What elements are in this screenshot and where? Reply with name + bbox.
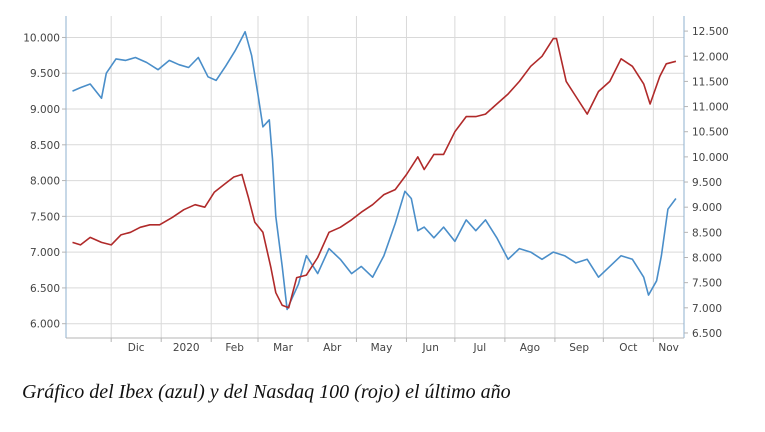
y-left-tick-label: 9.000 bbox=[30, 104, 60, 116]
y-left-tick-label: 9.500 bbox=[30, 68, 60, 80]
y-right-tick-label: 11.000 bbox=[692, 102, 729, 114]
y-right-tick-label: 10.500 bbox=[692, 127, 729, 139]
chart-caption: Gráfico del Ibex (azul) y del Nasdaq 100… bbox=[22, 381, 511, 403]
x-tick-label: Dic bbox=[128, 342, 145, 354]
y-left-tick-label: 8.500 bbox=[30, 140, 60, 152]
y-right-tick-label: 12.500 bbox=[692, 26, 729, 38]
y-left-tick-label: 7.500 bbox=[30, 211, 60, 223]
x-tick-label: Ago bbox=[520, 342, 540, 354]
y-right-tick-label: 7.000 bbox=[692, 303, 722, 315]
x-tick-label: Oct bbox=[619, 342, 637, 354]
y-right-tick-label: 10.000 bbox=[692, 152, 729, 164]
x-tick-label: Jul bbox=[473, 342, 487, 354]
y-left-tick-label: 6.500 bbox=[30, 283, 60, 295]
series-lines bbox=[72, 30, 677, 311]
x-tick-label: May bbox=[371, 342, 393, 354]
y-left-tick-label: 8.000 bbox=[30, 176, 60, 188]
y-right-tick-label: 9.000 bbox=[692, 202, 722, 214]
y-right-tick-label: 11.500 bbox=[692, 76, 729, 88]
x-tick-label: Feb bbox=[225, 342, 244, 354]
y-right-tick-label: 6.500 bbox=[692, 328, 722, 340]
y-right-tick-label: 9.500 bbox=[692, 177, 722, 189]
y-axis-left: 10.000 9.500 9.000 8.500 8.000 7.500 7.000 6.50… bbox=[23, 32, 66, 331]
x-tick-label: Jun bbox=[421, 342, 438, 354]
y-right-tick-label: 8.500 bbox=[692, 227, 722, 239]
x-tick-label: Mar bbox=[273, 342, 293, 354]
x-tick-label: 2020 bbox=[173, 342, 200, 354]
series-line-nasdaq-100 bbox=[72, 37, 677, 309]
chart: 10.000 9.500 9.000 8.500 8.000 7.500 7.000 6.50… bbox=[23, 16, 729, 354]
y-left-tick-label: 10.000 bbox=[23, 32, 60, 44]
y-left-tick-label: 7.000 bbox=[30, 247, 60, 259]
grid-lines bbox=[66, 16, 684, 338]
x-tick-label: Abr bbox=[323, 342, 342, 354]
y-left-tick-label: 6.000 bbox=[30, 319, 60, 331]
y-right-tick-label: 8.000 bbox=[692, 253, 722, 265]
plot-frame bbox=[65, 16, 685, 339]
series-line-ibex bbox=[72, 30, 677, 311]
y-right-tick-label: 7.500 bbox=[692, 278, 722, 290]
y-axis-right: 12.500 12.000 11.500 11.000 10.500 10.000 9.50… bbox=[684, 26, 729, 340]
x-tick-label: Sep bbox=[569, 342, 589, 354]
x-axis: Dic 2020 Feb Mar Abr May Jun Jul Ago Sep Oct Nov bbox=[110, 338, 679, 354]
y-right-tick-label: 12.000 bbox=[692, 51, 729, 63]
x-tick-label: Nov bbox=[658, 342, 679, 354]
